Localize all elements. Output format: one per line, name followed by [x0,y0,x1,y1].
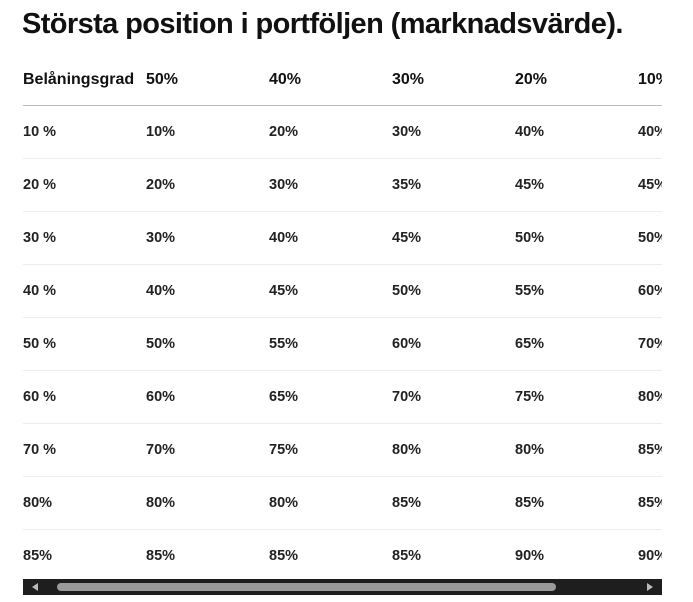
table-cell: 55% [269,317,392,371]
table-row: 40 %40%45%50%55%60% [23,264,662,318]
table-body: 10 %10%20%30%40%40%20 %20%30%35%45%45%30… [23,105,662,580]
row-label: 10 % [23,105,146,159]
table-cell: 85% [146,548,176,564]
table-cell: 70% [638,317,662,371]
row-label: 85% [23,548,53,564]
table-cell: 55% [515,264,638,318]
header-cell: 20% [515,54,638,106]
scroll-arrows [32,583,653,591]
row-label: 40 % [23,264,146,318]
table-cell: 80% [638,370,662,424]
row-label: 20 % [23,158,146,212]
table-cell: 45% [515,158,638,212]
table-cell: 80% [146,476,269,530]
table-cell: 70% [392,370,515,424]
table-cell: 40% [269,211,392,265]
table-cell: 10% [146,105,269,159]
table-cell: 85% [638,476,662,530]
table-cell: 85% [269,548,299,564]
table-row: 70 %70%75%80%80%85% [23,423,662,477]
table-cell: 50% [392,264,515,318]
table-cell: 30% [146,211,269,265]
table-cell: 80% [269,476,392,530]
table-row: 30 %30%40%45%50%50% [23,211,662,265]
table-cell: 40% [515,105,638,159]
table-cell: 45% [638,158,662,212]
table-cell: 85% [392,476,515,530]
row-label: 30 % [23,211,146,265]
table-row: 20 %20%30%35%45%45% [23,158,662,212]
table-cell: 70% [146,423,269,477]
table-cell: 50% [146,317,269,371]
table-cell: 60% [392,317,515,371]
row-label: 50 % [23,317,146,371]
row-label: 70 % [23,423,146,477]
table-cell: 85% [638,423,662,477]
scrollbar[interactable] [23,579,662,595]
table-cell: 50% [638,211,662,265]
row-label: 60 % [23,370,146,424]
table-cell: 60% [638,264,662,318]
table-cell: 75% [269,423,392,477]
header-cell: 30% [392,54,515,106]
table-cell: 90% [515,548,545,564]
table-row: 85% 85% 85% 85% 90% 90% [23,530,662,580]
table-cell: 35% [392,158,515,212]
table-cell: 40% [638,105,662,159]
scroll-right-arrow[interactable] [647,583,653,591]
table-cell: 30% [392,105,515,159]
table-cell: 20% [146,158,269,212]
row-label: 80% [23,476,146,530]
table-row: 50 %50%55%60%65%70% [23,317,662,371]
table-cell: 85% [515,476,638,530]
header-cell: 10% [638,54,662,106]
table-cell: 45% [269,264,392,318]
table-cell: 75% [515,370,638,424]
table-cell: 60% [146,370,269,424]
table-cell: 45% [392,211,515,265]
table-cell: 40% [146,264,269,318]
header-cell: 50% [146,54,269,106]
table-cell: 50% [515,211,638,265]
table-cell: 80% [392,423,515,477]
table-cell: 65% [269,370,392,424]
header-cell: 40% [269,54,392,106]
table-cell: 80% [515,423,638,477]
header-cell: Belåningsgrad [23,54,146,106]
scroll-thumb[interactable] [57,583,556,591]
table-row: 10 %10%20%30%40%40% [23,105,662,159]
table-row: 60 %60%65%70%75%80% [23,370,662,424]
table-cell: 85% [392,548,422,564]
table-cell: 90% [638,548,662,564]
table-row: 80%80%80%85%85%85% [23,476,662,530]
table-cell: 30% [269,158,392,212]
title: Största position i portföljen (marknadsv… [22,8,623,40]
table-cell: 20% [269,105,392,159]
scroll-left-arrow[interactable] [32,583,38,591]
table-cell: 65% [515,317,638,371]
